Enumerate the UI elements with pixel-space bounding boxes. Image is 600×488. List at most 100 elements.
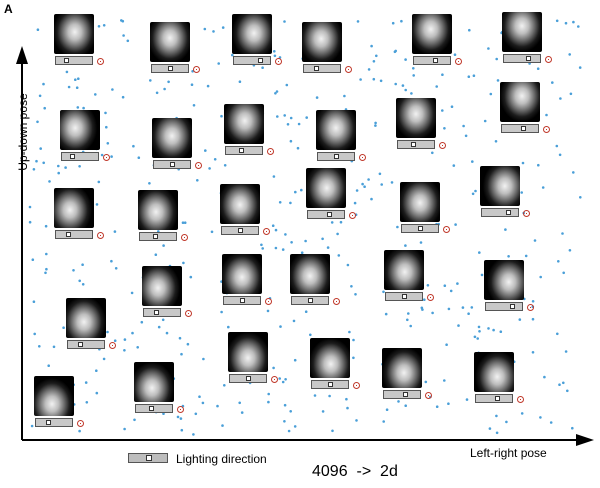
embedding-point bbox=[28, 220, 32, 224]
point-marker-icon bbox=[271, 376, 278, 383]
embedding-point bbox=[64, 166, 67, 169]
lighting-slider-knob bbox=[433, 58, 438, 63]
embedding-point bbox=[470, 306, 474, 309]
lighting-slider-knob bbox=[521, 126, 526, 131]
embedding-point bbox=[443, 127, 446, 130]
embedding-point bbox=[240, 411, 244, 414]
embedding-point bbox=[283, 403, 287, 407]
embedding-point bbox=[273, 54, 277, 58]
embedding-point bbox=[106, 142, 110, 145]
embedding-point bbox=[294, 190, 297, 194]
embedding-point bbox=[495, 414, 498, 418]
embedding-point bbox=[304, 239, 307, 243]
embedding-point bbox=[136, 346, 139, 349]
embedding-point bbox=[287, 429, 291, 433]
embedding-point bbox=[113, 230, 117, 233]
embedding-point bbox=[346, 263, 350, 267]
embedding-point bbox=[114, 267, 118, 270]
embedding-point bbox=[352, 338, 355, 342]
embedding-point bbox=[162, 412, 165, 416]
embedding-point bbox=[204, 149, 207, 152]
face-thumbnail bbox=[384, 250, 424, 290]
lighting-slider bbox=[67, 340, 105, 349]
embedding-point bbox=[536, 67, 540, 70]
embedding-point bbox=[457, 324, 460, 327]
embedding-point bbox=[266, 309, 270, 313]
point-marker-icon bbox=[349, 212, 356, 219]
lighting-slider-knob bbox=[526, 56, 531, 61]
embedding-point bbox=[220, 114, 223, 118]
lighting-slider bbox=[291, 296, 329, 305]
embedding-point bbox=[363, 185, 366, 188]
embedding-point bbox=[30, 424, 34, 428]
embedding-point bbox=[122, 34, 125, 37]
point-marker-icon bbox=[181, 234, 188, 241]
embedding-point bbox=[292, 319, 296, 323]
embedding-point bbox=[297, 122, 301, 126]
embedding-point bbox=[531, 317, 535, 321]
embedding-point bbox=[140, 320, 144, 324]
embedding-point bbox=[78, 165, 81, 168]
embedding-point bbox=[435, 405, 439, 409]
point-marker-icon bbox=[439, 142, 446, 149]
lighting-slider bbox=[135, 404, 173, 413]
embedding-point bbox=[305, 116, 309, 119]
embedding-point bbox=[110, 259, 113, 263]
embedding-point bbox=[260, 243, 263, 247]
embedding-point bbox=[568, 249, 572, 252]
embedding-point bbox=[32, 168, 36, 171]
embedding-point bbox=[100, 153, 104, 157]
lighting-slider-knob bbox=[70, 154, 75, 159]
embedding-point bbox=[133, 418, 136, 422]
lighting-slider bbox=[151, 64, 189, 73]
embedding-point bbox=[121, 95, 125, 99]
embedding-point bbox=[477, 325, 481, 329]
embedding-point bbox=[407, 312, 410, 315]
point-marker-icon bbox=[359, 154, 366, 161]
embedding-point bbox=[494, 140, 498, 143]
embedding-point bbox=[278, 201, 282, 204]
embedding-point bbox=[328, 394, 331, 398]
embedding-point bbox=[488, 427, 492, 430]
lighting-slider bbox=[311, 380, 349, 389]
embedding-point bbox=[564, 350, 568, 353]
embedding-point bbox=[579, 196, 582, 199]
embedding-point bbox=[452, 164, 456, 167]
embedding-point bbox=[111, 88, 114, 91]
lighting-slider-knob bbox=[506, 210, 511, 215]
embedding-point bbox=[221, 424, 224, 427]
embedding-point bbox=[276, 115, 279, 118]
embedding-point bbox=[208, 167, 211, 170]
embedding-point bbox=[566, 389, 569, 393]
embedding-point bbox=[300, 251, 304, 254]
embedding-point bbox=[84, 381, 88, 384]
lighting-slider bbox=[221, 226, 259, 235]
embedding-point bbox=[281, 380, 285, 384]
embedding-point bbox=[385, 408, 389, 412]
lighting-slider bbox=[385, 292, 423, 301]
embedding-point bbox=[361, 182, 364, 186]
embedding-point bbox=[331, 429, 334, 433]
embedding-point bbox=[569, 92, 573, 96]
embedding-point bbox=[194, 412, 198, 416]
embedding-point bbox=[28, 205, 32, 209]
embedding-point bbox=[32, 300, 36, 304]
embedding-point bbox=[478, 330, 481, 333]
embedding-point bbox=[350, 285, 353, 288]
embedding-point bbox=[279, 325, 282, 328]
embedding-point bbox=[321, 237, 324, 241]
embedding-point bbox=[348, 330, 351, 334]
lighting-slider bbox=[397, 140, 435, 149]
embedding-point bbox=[102, 24, 106, 27]
embedding-point bbox=[38, 345, 41, 348]
lighting-slider-knob bbox=[78, 342, 83, 347]
point-marker-icon bbox=[455, 58, 462, 65]
embedding-point bbox=[38, 94, 42, 98]
embedding-point bbox=[201, 401, 205, 405]
embedding-point bbox=[272, 175, 276, 178]
face-thumbnail bbox=[66, 298, 106, 338]
point-marker-icon bbox=[177, 406, 184, 413]
embedding-point bbox=[394, 82, 398, 86]
face-thumbnail bbox=[306, 168, 346, 208]
lighting-slider bbox=[475, 394, 513, 403]
